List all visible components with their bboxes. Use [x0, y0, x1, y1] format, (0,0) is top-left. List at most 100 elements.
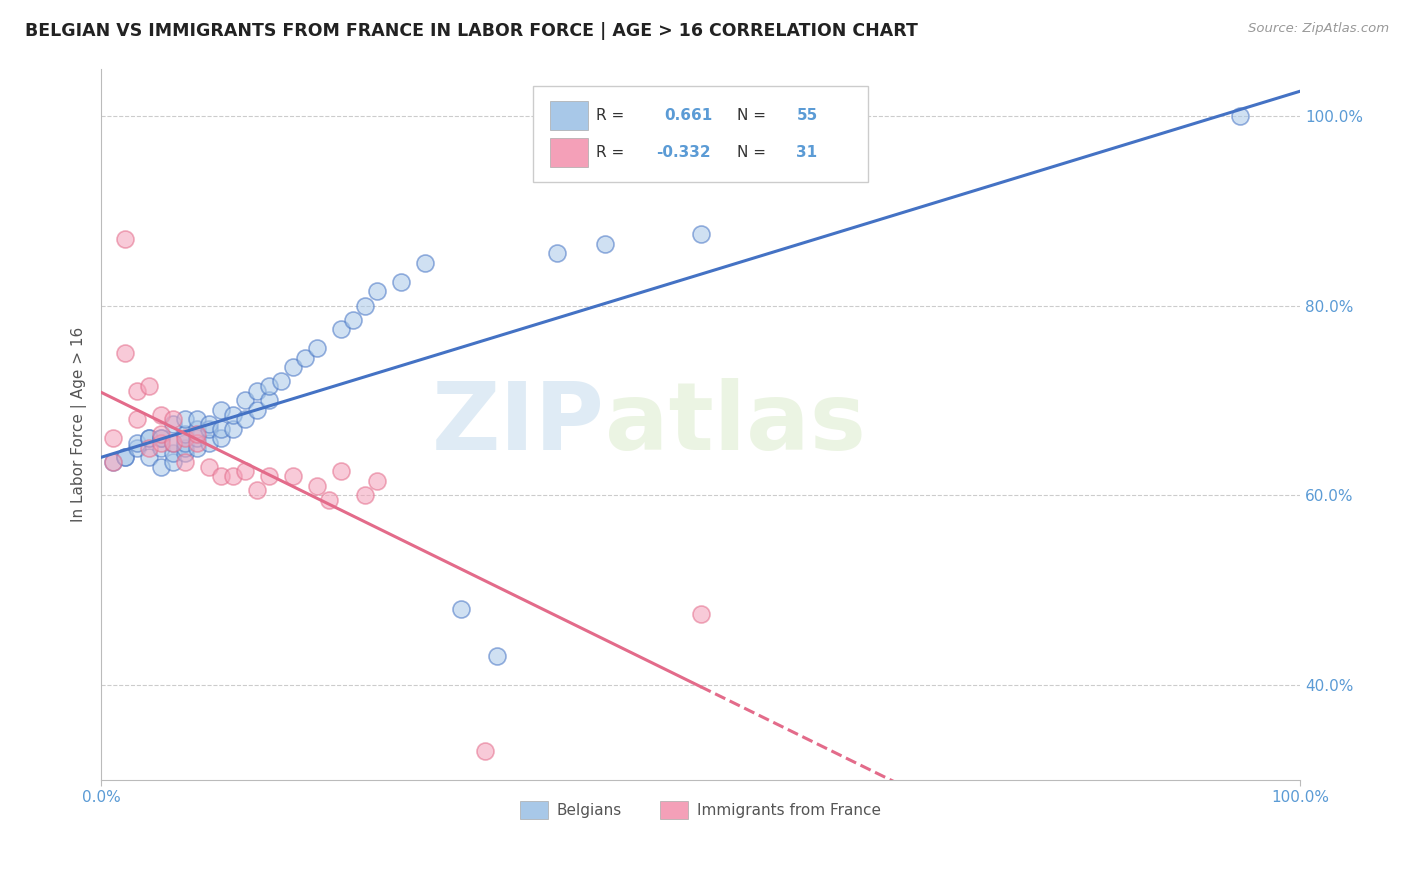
Point [127, 441, 149, 455]
Text: atlas: atlas [605, 378, 866, 470]
Point [270, 375, 292, 389]
Point [354, 299, 377, 313]
Point [209, 431, 232, 445]
Point [1229, 109, 1251, 123]
Point [222, 422, 245, 436]
Point [222, 469, 245, 483]
Text: ZIP: ZIP [432, 378, 605, 470]
Point [281, 360, 304, 375]
Point [174, 436, 197, 450]
Text: BELGIAN VS IMMIGRANTS FROM FRANCE IN LABOR FORCE | AGE > 16 CORRELATION CHART: BELGIAN VS IMMIGRANTS FROM FRANCE IN LAB… [25, 22, 918, 40]
Point [150, 459, 173, 474]
Point [689, 607, 711, 621]
Point [281, 469, 304, 483]
Y-axis label: In Labor Force | Age > 16: In Labor Force | Age > 16 [72, 326, 87, 522]
Point [485, 649, 508, 664]
Point [366, 474, 388, 488]
Point [329, 322, 352, 336]
FancyBboxPatch shape [533, 87, 869, 182]
Point [366, 285, 388, 299]
Point [186, 412, 208, 426]
Point [198, 436, 221, 450]
Text: 31: 31 [796, 145, 818, 160]
Legend: Belgians, Immigrants from France: Belgians, Immigrants from France [515, 795, 887, 825]
Point [162, 436, 184, 450]
Point [689, 227, 711, 242]
Point [222, 408, 245, 422]
Point [127, 412, 149, 426]
Point [198, 417, 221, 431]
Text: -0.332: -0.332 [657, 145, 711, 160]
Point [233, 465, 256, 479]
Point [342, 312, 364, 326]
Point [318, 492, 340, 507]
Point [162, 436, 184, 450]
Point [114, 450, 136, 465]
Point [138, 450, 160, 465]
Point [186, 422, 208, 436]
Point [233, 393, 256, 408]
Point [209, 422, 232, 436]
Point [127, 436, 149, 450]
Point [150, 426, 173, 441]
Point [174, 426, 197, 441]
Text: 0.661: 0.661 [665, 108, 713, 123]
Point [389, 275, 412, 289]
Point [593, 236, 616, 251]
Point [198, 422, 221, 436]
Point [294, 351, 316, 365]
Point [233, 412, 256, 426]
FancyBboxPatch shape [550, 138, 588, 167]
Point [101, 455, 124, 469]
Point [174, 431, 197, 445]
Point [209, 469, 232, 483]
Point [114, 232, 136, 246]
Point [450, 602, 472, 616]
Point [162, 455, 184, 469]
Point [186, 441, 208, 455]
Point [174, 412, 197, 426]
Point [162, 417, 184, 431]
Point [209, 402, 232, 417]
Point [101, 455, 124, 469]
Text: 55: 55 [796, 108, 818, 123]
Point [150, 441, 173, 455]
Point [246, 384, 269, 398]
Point [138, 431, 160, 445]
Point [174, 445, 197, 459]
Point [114, 450, 136, 465]
Point [162, 412, 184, 426]
Point [174, 441, 197, 455]
Point [150, 431, 173, 445]
FancyBboxPatch shape [550, 101, 588, 129]
Point [101, 431, 124, 445]
Point [186, 426, 208, 441]
Point [127, 384, 149, 398]
Point [354, 488, 377, 502]
Text: N =: N = [737, 145, 770, 160]
Point [305, 478, 328, 492]
Point [114, 346, 136, 360]
Text: R =: R = [596, 108, 630, 123]
Point [162, 445, 184, 459]
Point [413, 256, 436, 270]
Point [150, 408, 173, 422]
Point [198, 459, 221, 474]
Point [257, 379, 280, 393]
Point [150, 431, 173, 445]
Point [186, 431, 208, 445]
Point [546, 246, 568, 260]
Point [174, 455, 197, 469]
Point [474, 744, 496, 758]
Point [257, 469, 280, 483]
Point [329, 465, 352, 479]
Point [150, 436, 173, 450]
Point [186, 436, 208, 450]
Point [138, 431, 160, 445]
Text: R =: R = [596, 145, 630, 160]
Point [246, 402, 269, 417]
Point [138, 379, 160, 393]
Text: N =: N = [737, 108, 770, 123]
Point [257, 393, 280, 408]
Point [246, 483, 269, 498]
